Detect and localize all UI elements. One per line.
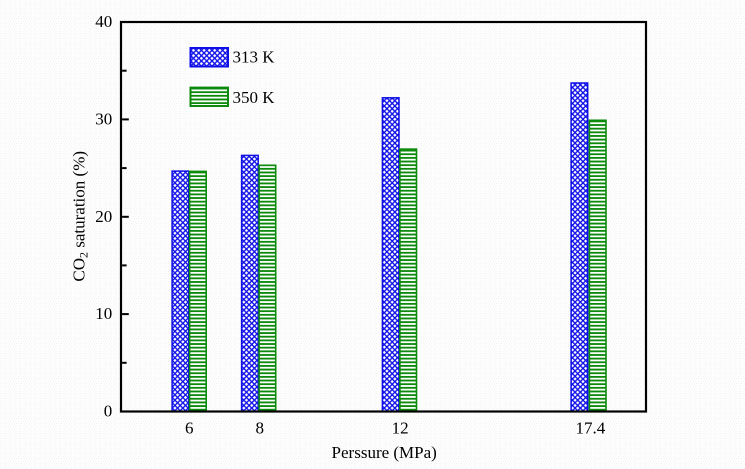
svg-text:6: 6 [185, 418, 194, 437]
svg-text:10: 10 [95, 304, 112, 323]
svg-text:Perssure (MPa): Perssure (MPa) [332, 443, 437, 462]
svg-text:20: 20 [95, 207, 112, 226]
svg-text:40: 40 [95, 12, 112, 31]
svg-text:CO2 saturation (%): CO2 saturation (%) [69, 151, 90, 282]
svg-text:30: 30 [95, 109, 112, 128]
svg-text:8: 8 [255, 418, 264, 437]
svg-text:12: 12 [392, 418, 409, 437]
svg-text:17.4: 17.4 [576, 418, 606, 437]
svg-text:313 K: 313 K [233, 48, 276, 67]
svg-text:0: 0 [104, 402, 113, 421]
svg-text:350 K: 350 K [233, 88, 276, 107]
